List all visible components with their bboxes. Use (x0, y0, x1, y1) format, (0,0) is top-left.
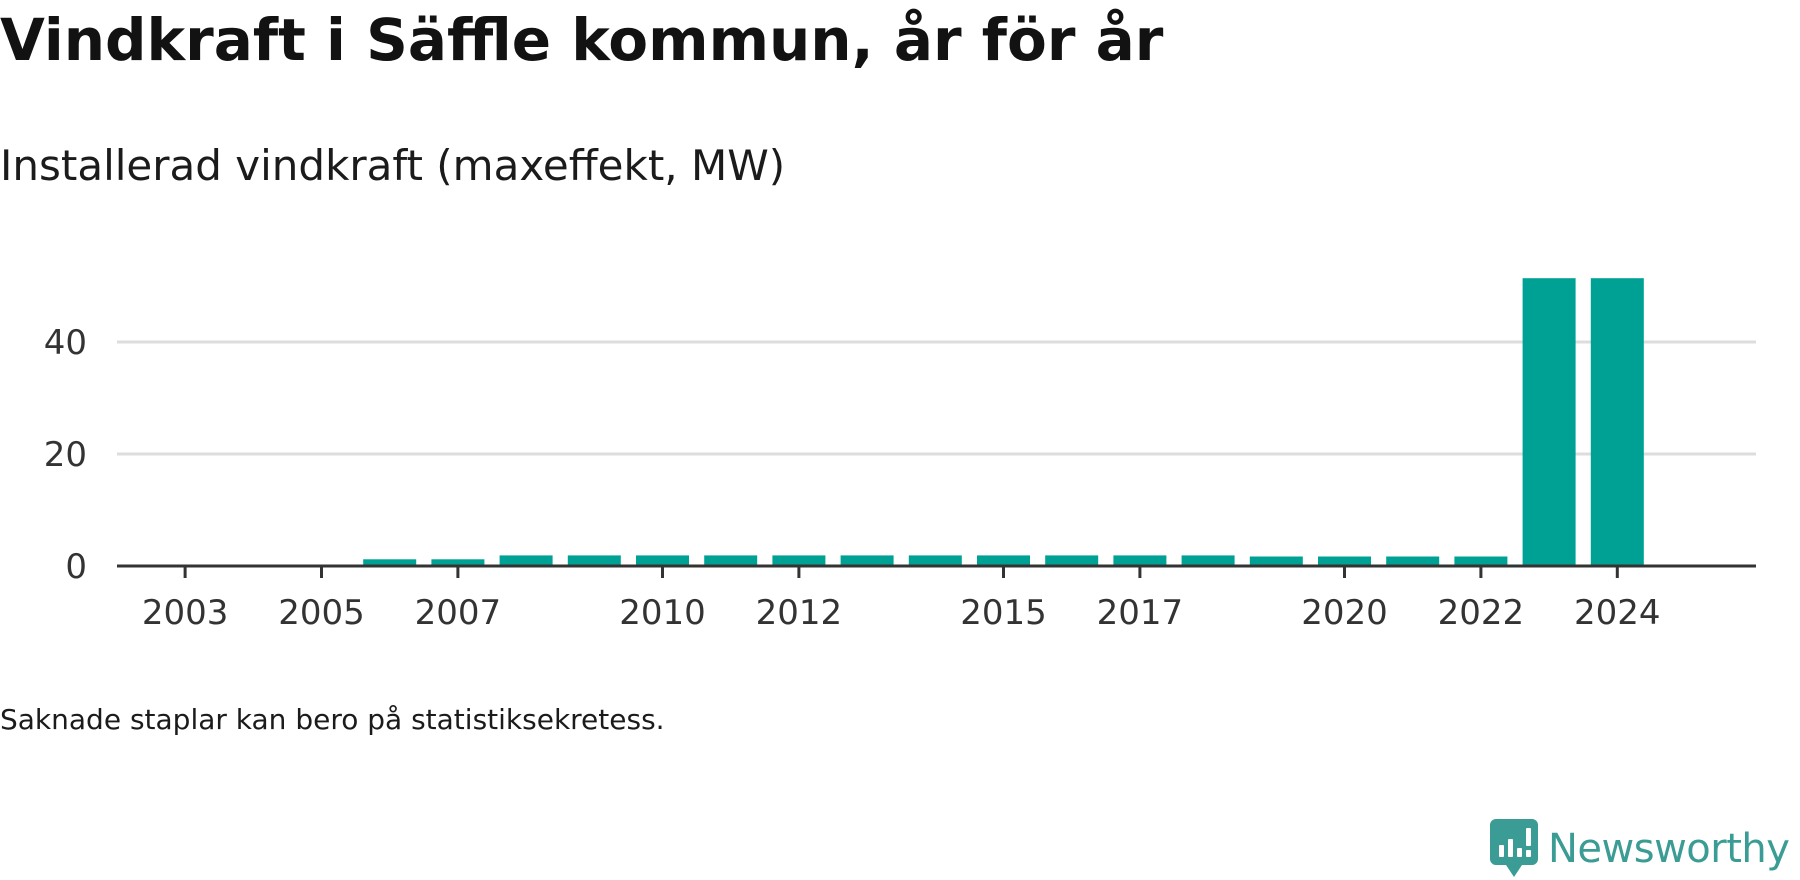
x-tick-label: 2020 (1301, 593, 1388, 633)
bar (704, 555, 758, 566)
x-tick-label: 2010 (619, 593, 706, 633)
x-tick-label: 2022 (1438, 593, 1525, 633)
y-tick-label: 20 (44, 435, 87, 475)
bar (1181, 555, 1235, 566)
footnote: Saknade staplar kan bero på statistiksek… (0, 703, 665, 736)
x-axis (117, 564, 1756, 578)
x-tick-label: 2015 (960, 593, 1047, 633)
bar (567, 555, 621, 566)
gridlines (117, 340, 1756, 456)
bar (363, 559, 417, 566)
bar (1522, 278, 1576, 566)
bar (977, 555, 1030, 566)
bar (772, 555, 826, 566)
x-tick-label: 2024 (1574, 593, 1661, 633)
y-tick-label: 0 (65, 547, 87, 587)
y-axis-labels: 0 20 40 (44, 323, 87, 587)
chart-subtitle: Installerad vindkraft (maxeffekt, MW) (0, 141, 786, 190)
x-axis-labels: 2003 2005 2007 2010 2012 2015 2017 2020 2022 2024 (142, 593, 1661, 633)
bar (1590, 278, 1644, 566)
bar (908, 555, 962, 566)
x-tick-label: 2017 (1097, 593, 1184, 633)
bar (1318, 556, 1371, 566)
bar (1249, 556, 1303, 566)
brand-name: Newsworthy (1548, 826, 1790, 872)
y-tick-label: 40 (44, 323, 87, 363)
brand: Newsworthy (1490, 818, 1790, 880)
chart-title: Vindkraft i Säffle kommun, år för år (0, 6, 1164, 74)
bar (1454, 556, 1508, 566)
x-tick-label: 2012 (756, 593, 843, 633)
bars (363, 278, 1644, 566)
bar (1386, 556, 1440, 566)
bar (1113, 555, 1167, 566)
bar (431, 559, 485, 566)
x-tick-label: 2003 (142, 593, 229, 633)
bar (499, 555, 553, 566)
bar (636, 555, 689, 566)
newsworthy-logo-icon (1490, 819, 1538, 877)
x-tick-label: 2005 (278, 593, 365, 633)
bar (840, 555, 894, 566)
bar (1045, 555, 1099, 566)
x-tick-label: 2007 (415, 593, 502, 633)
